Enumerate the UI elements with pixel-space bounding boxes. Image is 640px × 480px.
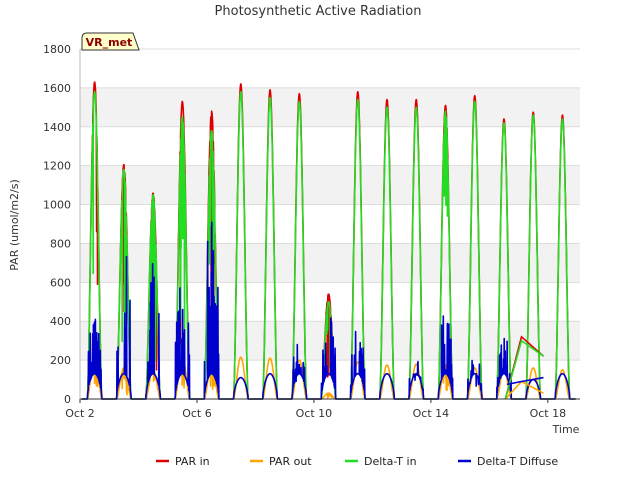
legend-label: PAR out <box>269 455 312 468</box>
y-tick-label: 1600 <box>43 82 71 95</box>
y-tick-label: 200 <box>50 354 71 367</box>
station-badge: VR_met <box>81 32 140 51</box>
y-axis-label: PAR (umol/m2/s) <box>8 179 21 271</box>
grid-band <box>80 165 580 205</box>
y-tick-labels: 0 200 400 600 800 1000 1200 1400 1600 1800 <box>43 43 71 406</box>
x-tick-labels: Oct 2 Oct 6 Oct 10 Oct 14 Oct 18 <box>65 407 566 420</box>
y-tick-label: 1000 <box>43 199 71 212</box>
gap-segment <box>506 376 544 386</box>
legend-label: PAR in <box>175 455 210 468</box>
x-tick-label: Oct 6 <box>182 407 212 420</box>
y-tick-label: 1400 <box>43 121 71 134</box>
y-tick-label: 1200 <box>43 160 71 173</box>
series-line-par-out <box>81 355 576 400</box>
legend: PAR in PAR out Delta-T in Delta-T Diffuse <box>156 455 558 468</box>
x-axis-label: Time <box>552 423 580 436</box>
grid-band <box>80 243 580 283</box>
badge-shape <box>81 32 140 51</box>
x-tick-label: Oct 10 <box>296 407 333 420</box>
x-tick-label: Oct 2 <box>65 407 95 420</box>
series-line-delta-t-diffuse <box>81 221 576 400</box>
y-tick-label: 1800 <box>43 43 71 56</box>
series-lines <box>81 81 576 400</box>
x-tick-label: Oct 18 <box>530 407 567 420</box>
y-tick-label: 800 <box>50 237 71 250</box>
y-tick-label: 400 <box>50 315 71 328</box>
grid-band <box>80 87 580 127</box>
legend-label: Delta-T Diffuse <box>477 455 558 468</box>
grid-bands <box>80 49 580 399</box>
gap-segment <box>504 339 544 400</box>
badge-label: VR_met <box>86 36 133 49</box>
legend-label: Delta-T in <box>364 455 417 468</box>
y-tick-label: 0 <box>64 393 71 406</box>
chart-title: Photosynthetic Active Radiation <box>215 4 422 19</box>
y-tick-label: 600 <box>50 276 71 289</box>
x-tick-label: Oct 14 <box>413 407 450 420</box>
axes <box>79 49 580 403</box>
